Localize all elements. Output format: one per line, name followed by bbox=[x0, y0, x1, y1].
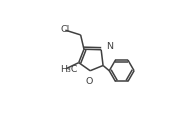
Text: O: O bbox=[86, 77, 93, 86]
Text: Cl: Cl bbox=[60, 25, 69, 34]
Text: N: N bbox=[106, 42, 113, 51]
Text: H₃C: H₃C bbox=[60, 65, 78, 74]
